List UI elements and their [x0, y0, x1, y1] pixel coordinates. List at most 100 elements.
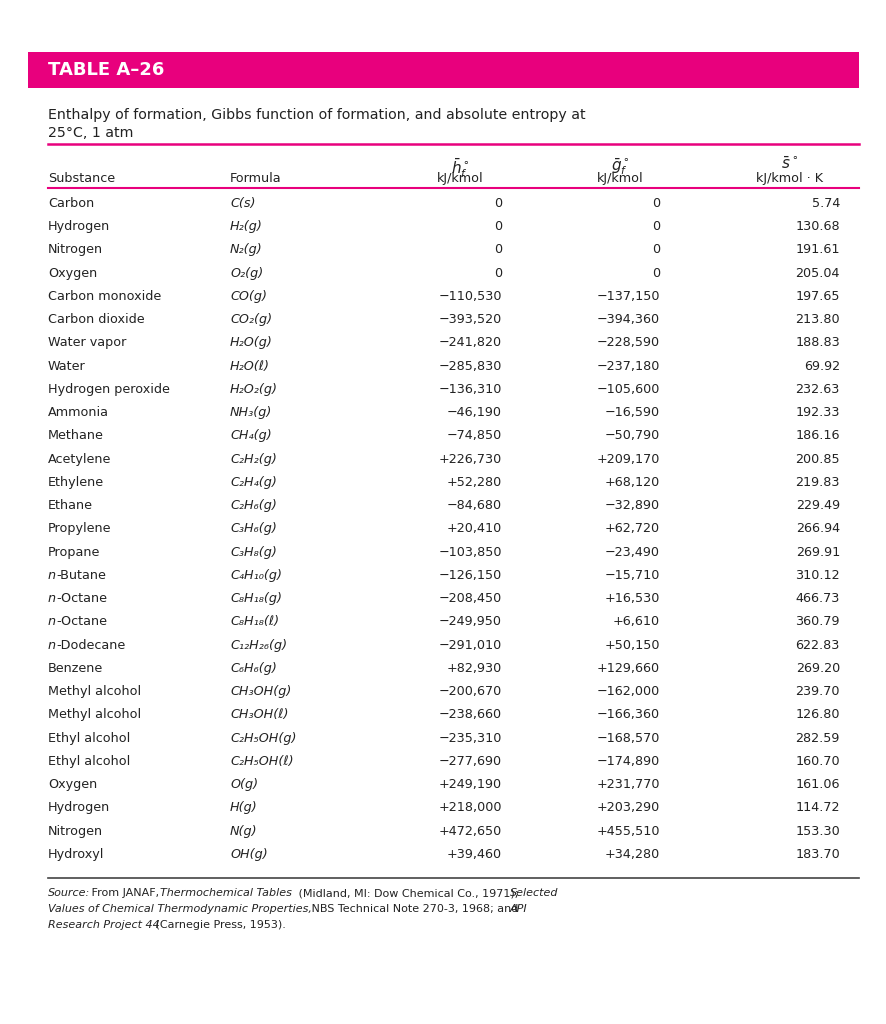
- Text: +226,730: +226,730: [439, 453, 501, 466]
- Text: 266.94: 266.94: [795, 522, 839, 536]
- Text: −168,570: −168,570: [596, 731, 659, 744]
- Text: 360.79: 360.79: [795, 615, 839, 629]
- Text: Ethane: Ethane: [48, 499, 93, 512]
- Text: H₂(g): H₂(g): [229, 220, 262, 233]
- Text: 219.83: 219.83: [795, 476, 839, 488]
- Text: C₃H₈(g): C₃H₈(g): [229, 546, 276, 559]
- Text: Substance: Substance: [48, 172, 115, 185]
- Text: C₆H₆(g): C₆H₆(g): [229, 662, 276, 675]
- Text: CO(g): CO(g): [229, 290, 267, 303]
- Text: NH₃(g): NH₃(g): [229, 407, 272, 419]
- Text: H₂O(g): H₂O(g): [229, 337, 273, 349]
- Text: 213.80: 213.80: [795, 313, 839, 327]
- Text: H(g): H(g): [229, 801, 258, 814]
- Text: −103,850: −103,850: [438, 546, 501, 559]
- Text: 5.74: 5.74: [811, 197, 839, 210]
- Text: API: API: [509, 904, 527, 914]
- Text: −23,490: −23,490: [604, 546, 659, 559]
- Text: 160.70: 160.70: [795, 755, 839, 768]
- Text: −105,600: −105,600: [596, 383, 659, 396]
- Text: 310.12: 310.12: [795, 569, 839, 582]
- Text: −126,150: −126,150: [439, 569, 501, 582]
- Text: n: n: [48, 615, 56, 629]
- Text: Hydrogen: Hydrogen: [48, 220, 110, 233]
- Text: +62,720: +62,720: [604, 522, 659, 536]
- Text: +82,930: +82,930: [447, 662, 501, 675]
- Text: -Octane: -Octane: [56, 615, 107, 629]
- Text: $\bar{s}^\circ$: $\bar{s}^\circ$: [781, 156, 797, 172]
- Text: Source:: Source:: [48, 888, 90, 898]
- Text: O₂(g): O₂(g): [229, 266, 263, 280]
- Text: 282.59: 282.59: [795, 731, 839, 744]
- Text: 466.73: 466.73: [795, 592, 839, 605]
- Text: −291,010: −291,010: [439, 639, 501, 651]
- Text: +218,000: +218,000: [438, 801, 501, 814]
- Text: CO₂(g): CO₂(g): [229, 313, 272, 327]
- Text: 232.63: 232.63: [795, 383, 839, 396]
- Text: −394,360: −394,360: [596, 313, 659, 327]
- Text: Methyl alcohol: Methyl alcohol: [48, 685, 141, 698]
- Text: Nitrogen: Nitrogen: [48, 244, 103, 256]
- Text: 0: 0: [651, 244, 659, 256]
- Text: 200.85: 200.85: [795, 453, 839, 466]
- Text: n: n: [48, 639, 56, 651]
- Text: Nitrogen: Nitrogen: [48, 824, 103, 838]
- Text: C₁₂H₂₆(g): C₁₂H₂₆(g): [229, 639, 287, 651]
- Text: TABLE A–26: TABLE A–26: [48, 61, 164, 79]
- Text: 130.68: 130.68: [795, 220, 839, 233]
- Text: 239.70: 239.70: [795, 685, 839, 698]
- Text: −15,710: −15,710: [604, 569, 659, 582]
- Text: Propylene: Propylene: [48, 522, 112, 536]
- Text: kJ/kmol: kJ/kmol: [596, 172, 642, 185]
- Text: 0: 0: [651, 266, 659, 280]
- Text: C₈H₁₈(ℓ): C₈H₁₈(ℓ): [229, 615, 279, 629]
- Text: −249,950: −249,950: [439, 615, 501, 629]
- Text: +455,510: +455,510: [595, 824, 659, 838]
- Text: 186.16: 186.16: [795, 429, 839, 442]
- Text: H₂O(ℓ): H₂O(ℓ): [229, 359, 269, 373]
- Text: Ethyl alcohol: Ethyl alcohol: [48, 731, 130, 744]
- Text: Values of Chemical Thermodynamic Properties,: Values of Chemical Thermodynamic Propert…: [48, 904, 312, 914]
- Text: +129,660: +129,660: [596, 662, 659, 675]
- Text: +50,150: +50,150: [604, 639, 659, 651]
- Text: −200,670: −200,670: [439, 685, 501, 698]
- Text: +472,650: +472,650: [439, 824, 501, 838]
- Text: -Butane: -Butane: [56, 569, 105, 582]
- Text: −136,310: −136,310: [439, 383, 501, 396]
- Text: −238,660: −238,660: [439, 709, 501, 721]
- Text: C₂H₅OH(ℓ): C₂H₅OH(ℓ): [229, 755, 293, 768]
- Text: Oxygen: Oxygen: [48, 266, 97, 280]
- Text: $\bar{h}^\circ_f$: $\bar{h}^\circ_f$: [450, 156, 469, 179]
- Text: Methane: Methane: [48, 429, 104, 442]
- Text: Carbon: Carbon: [48, 197, 94, 210]
- Text: 183.70: 183.70: [795, 848, 839, 861]
- Text: Formula: Formula: [229, 172, 282, 185]
- Text: +20,410: +20,410: [447, 522, 501, 536]
- Text: −393,520: −393,520: [439, 313, 501, 327]
- Text: H₂O₂(g): H₂O₂(g): [229, 383, 277, 396]
- Text: +16,530: +16,530: [604, 592, 659, 605]
- Text: C(s): C(s): [229, 197, 255, 210]
- Text: Ethylene: Ethylene: [48, 476, 104, 488]
- Text: Research Project 44: Research Project 44: [48, 920, 159, 930]
- Text: 0: 0: [494, 244, 501, 256]
- Text: 269.91: 269.91: [795, 546, 839, 559]
- Text: 25°C, 1 atm: 25°C, 1 atm: [48, 126, 133, 140]
- Text: Ethyl alcohol: Ethyl alcohol: [48, 755, 130, 768]
- Text: kJ/kmol · K: kJ/kmol · K: [756, 172, 822, 185]
- Text: Hydrogen peroxide: Hydrogen peroxide: [48, 383, 170, 396]
- Text: 69.92: 69.92: [803, 359, 839, 373]
- Text: Oxygen: Oxygen: [48, 778, 97, 791]
- Text: 205.04: 205.04: [795, 266, 839, 280]
- Text: +6,610: +6,610: [612, 615, 659, 629]
- Text: C₃H₆(g): C₃H₆(g): [229, 522, 276, 536]
- Text: 0: 0: [651, 220, 659, 233]
- Text: 188.83: 188.83: [795, 337, 839, 349]
- Text: Enthalpy of formation, Gibbs function of formation, and absolute entropy at: Enthalpy of formation, Gibbs function of…: [48, 108, 585, 122]
- Text: CH₃OH(g): CH₃OH(g): [229, 685, 291, 698]
- Text: OH(g): OH(g): [229, 848, 268, 861]
- Text: −285,830: −285,830: [439, 359, 501, 373]
- Text: −241,820: −241,820: [439, 337, 501, 349]
- Text: +34,280: +34,280: [604, 848, 659, 861]
- Text: 153.30: 153.30: [795, 824, 839, 838]
